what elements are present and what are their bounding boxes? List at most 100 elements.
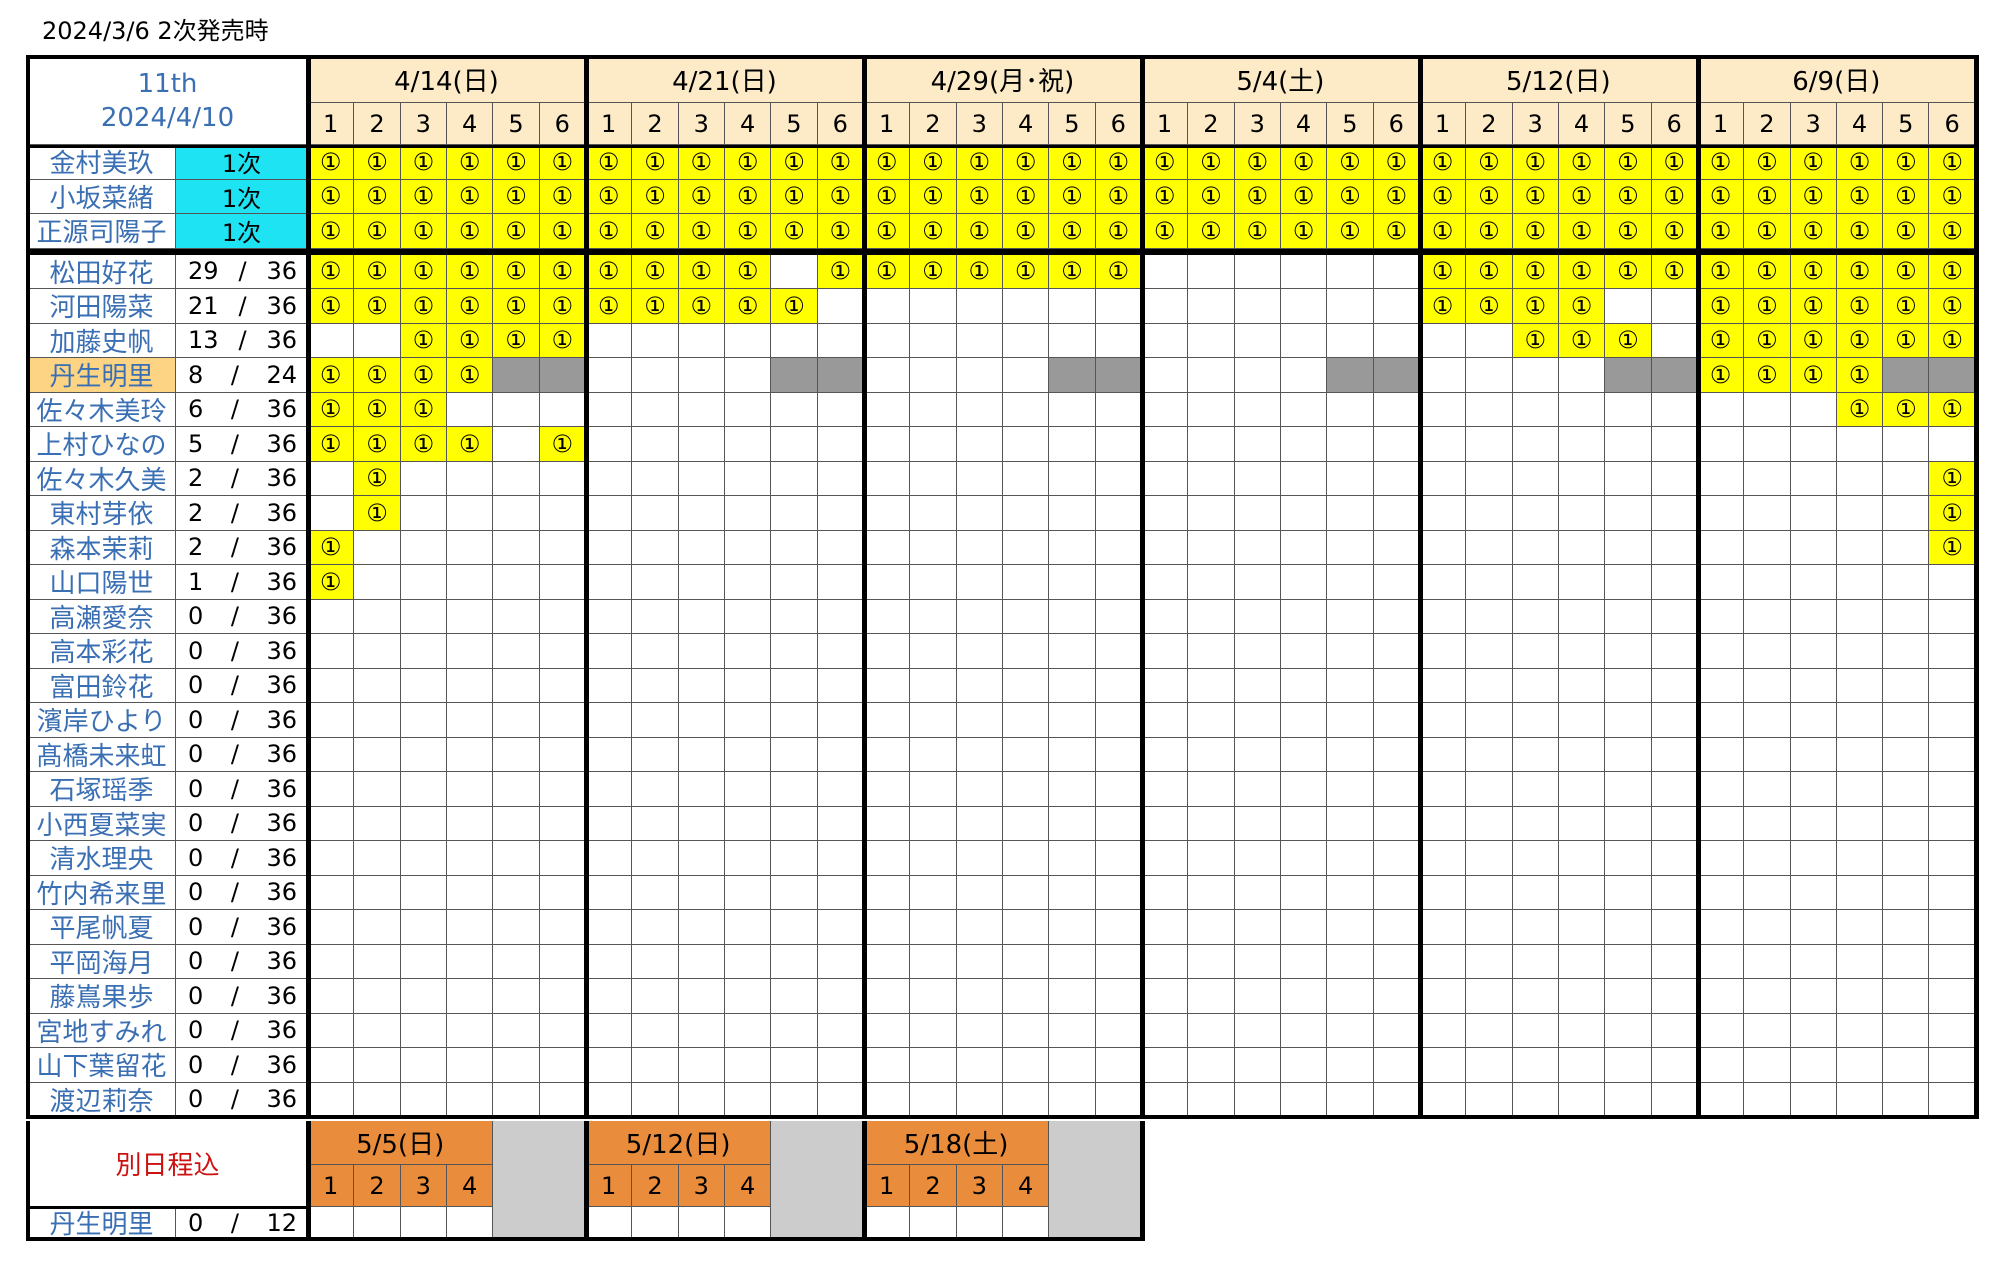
member-name: 河田陽菜 (28, 289, 176, 324)
empty-slot (1141, 254, 1189, 289)
empty-slot (1419, 979, 1467, 1014)
empty-slot (817, 496, 864, 531)
empty-slot (1697, 461, 1745, 496)
separate-slot-header: 3 (956, 1165, 1003, 1207)
separate-slot-header: 3 (400, 1165, 447, 1207)
count-separator: / (238, 326, 247, 355)
sales-count: 6 / 36 (176, 392, 308, 427)
empty-slot (632, 841, 679, 876)
empty-slot (1744, 737, 1791, 772)
sold-slot: ① (1512, 254, 1559, 289)
empty-slot (1929, 668, 1976, 703)
empty-slot (632, 806, 679, 841)
empty-slot (678, 979, 725, 1014)
sold-slot: ① (1512, 289, 1559, 324)
empty-slot (1002, 323, 1050, 358)
empty-slot (1512, 703, 1559, 738)
empty-slot (724, 772, 772, 807)
sold-slot: ① (1280, 214, 1328, 249)
empty-slot (724, 634, 772, 669)
sold-slot: ① (1188, 179, 1235, 214)
unavailable-slot (1095, 358, 1142, 393)
empty-slot (1605, 530, 1652, 565)
empty-slot (1558, 530, 1606, 565)
sold-slot: ① (1697, 289, 1745, 324)
empty-slot (1651, 703, 1698, 738)
empty-slot (1605, 875, 1652, 910)
empty-slot (1466, 1082, 1513, 1117)
empty-slot (1188, 289, 1235, 324)
empty-slot (446, 496, 494, 531)
empty-slot (1512, 737, 1559, 772)
empty-slot (1373, 737, 1420, 772)
empty-slot (1744, 841, 1791, 876)
sold-slot: ① (910, 214, 957, 249)
empty-slot (585, 461, 633, 496)
empty-slot (400, 599, 447, 634)
empty-slot (1744, 944, 1791, 979)
empty-slot (863, 772, 911, 807)
empty-slot (1697, 944, 1745, 979)
empty-slot (1049, 910, 1096, 945)
empty-slot (1327, 634, 1374, 669)
empty-slot (1651, 427, 1698, 462)
empty-slot (1883, 703, 1930, 738)
empty-slot (585, 806, 633, 841)
empty-slot (817, 875, 864, 910)
empty-slot (863, 1048, 911, 1083)
empty-slot (1466, 461, 1513, 496)
empty-slot (1512, 358, 1559, 393)
total-count: 36 (266, 981, 297, 1010)
empty-slot (1883, 565, 1930, 600)
handshake-sales-table: 11th 2024/4/10 4/14(日) 1 2 3 4 5 6 4/21(日) 1 2 3 4 5 6 4… (28, 57, 1976, 1117)
empty-slot (1327, 599, 1374, 634)
empty-slot (1651, 530, 1698, 565)
empty-slot (1327, 910, 1374, 945)
empty-slot (817, 979, 864, 1014)
empty-slot (1141, 634, 1189, 669)
sold-slot: ① (1651, 145, 1698, 180)
empty-slot (446, 875, 494, 910)
sold-slot: ① (1419, 214, 1467, 249)
sold-slot: ① (1558, 289, 1606, 324)
empty-slot (1744, 599, 1791, 634)
sold-count: 0 (188, 740, 204, 769)
empty-slot (1419, 427, 1467, 462)
sold-slot: ① (1234, 145, 1281, 180)
sold-slot: ① (1836, 179, 1884, 214)
empty-slot (539, 1013, 586, 1048)
sold-slot: ① (1280, 179, 1328, 214)
empty-slot (678, 427, 725, 462)
sold-slot: ① (910, 254, 957, 289)
sold-slot: ① (1883, 145, 1930, 180)
empty-slot (1558, 427, 1606, 462)
empty-slot (1605, 737, 1652, 772)
empty-slot (1049, 806, 1096, 841)
empty-slot (1790, 841, 1837, 876)
slot-header: 6 (1373, 103, 1420, 145)
empty-slot (1234, 599, 1281, 634)
separate-slot-header: 1 (308, 1165, 355, 1207)
empty-slot (724, 1207, 772, 1239)
empty-slot (1095, 1082, 1142, 1117)
empty-slot (1744, 668, 1791, 703)
empty-slot (1141, 668, 1189, 703)
empty-slot (585, 703, 633, 738)
sold-slot: ① (1744, 289, 1791, 324)
sold-slot: ① (585, 179, 633, 214)
empty-slot (1883, 1048, 1930, 1083)
sold-count: 21 (188, 291, 219, 320)
unavailable-slot (1929, 358, 1976, 393)
empty-slot (1095, 392, 1142, 427)
empty-slot (1002, 496, 1050, 531)
thick-border (1139, 1121, 1145, 1241)
empty-slot (493, 530, 540, 565)
empty-slot (354, 1207, 401, 1239)
empty-slot (400, 668, 447, 703)
empty-slot (771, 634, 818, 669)
empty-slot (1512, 875, 1559, 910)
sold-slot: ① (446, 179, 494, 214)
empty-slot (1419, 323, 1467, 358)
empty-slot (910, 358, 957, 393)
empty-slot (1466, 496, 1513, 531)
